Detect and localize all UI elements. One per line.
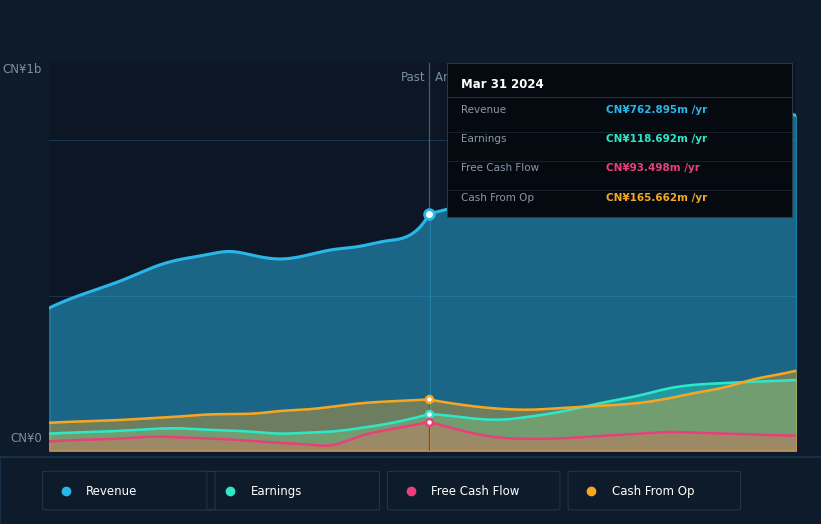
Text: CN¥762.895m /yr: CN¥762.895m /yr <box>606 105 708 115</box>
Text: Analysts Forecasts: Analysts Forecasts <box>435 71 545 84</box>
Text: Mar 31 2024: Mar 31 2024 <box>461 79 544 91</box>
Text: Free Cash Flow: Free Cash Flow <box>431 485 520 498</box>
Text: Past: Past <box>401 71 425 84</box>
Text: Revenue: Revenue <box>461 105 507 115</box>
Text: Earnings: Earnings <box>250 485 302 498</box>
Text: Earnings: Earnings <box>461 134 507 144</box>
Text: CN¥1b: CN¥1b <box>2 63 42 76</box>
Text: Cash From Op: Cash From Op <box>612 485 694 498</box>
Text: CN¥0: CN¥0 <box>10 432 42 445</box>
Text: CN¥93.498m /yr: CN¥93.498m /yr <box>606 163 700 173</box>
Text: Free Cash Flow: Free Cash Flow <box>461 163 539 173</box>
Text: CN¥118.692m /yr: CN¥118.692m /yr <box>606 134 707 144</box>
Text: Revenue: Revenue <box>86 485 138 498</box>
Text: CN¥165.662m /yr: CN¥165.662m /yr <box>606 193 708 203</box>
Text: Cash From Op: Cash From Op <box>461 193 534 203</box>
